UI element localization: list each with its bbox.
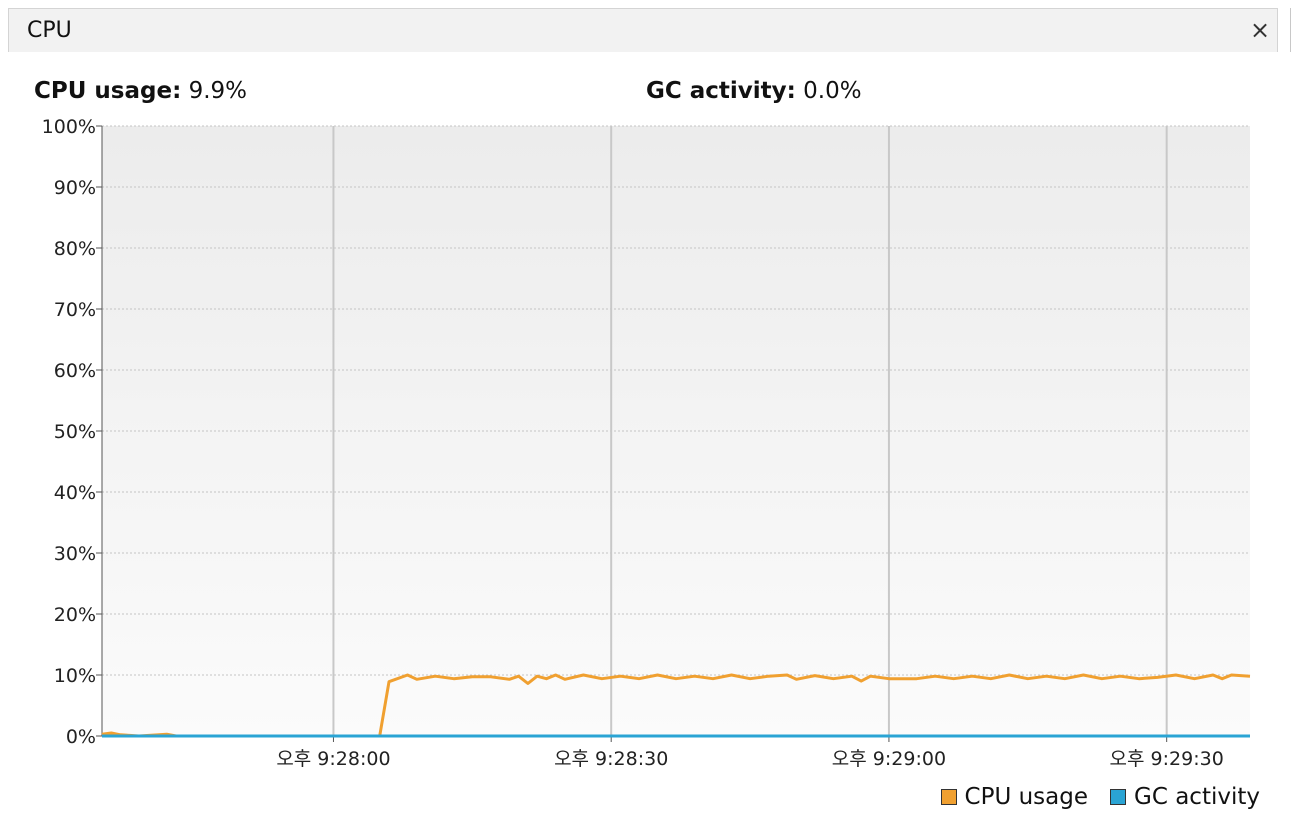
legend-item-cpu-usage: CPU usage: [940, 784, 1089, 810]
y-tick-label: 70%: [54, 299, 96, 321]
legend-swatch-gc-activity: [1110, 789, 1127, 805]
legend-item-gc-activity: GC activity: [1110, 784, 1260, 810]
chart-legend: CPU usage GC activity: [919, 784, 1260, 810]
y-tick-label: 100%: [42, 116, 96, 138]
y-tick-label: 60%: [54, 360, 96, 382]
cpu-usage-stat-label: CPU usage:: [34, 78, 182, 104]
gc-activity-stat: GC activity: 0.0%: [646, 78, 862, 104]
cpu-usage-stat-value: 9.9%: [188, 78, 248, 104]
x-tick-label: 오후 9:29:30: [1110, 748, 1224, 770]
y-tick-label: 30%: [54, 543, 96, 565]
gc-activity-stat-value: 0.0%: [803, 78, 862, 104]
y-tick-label: 50%: [54, 421, 96, 443]
y-tick-label: 80%: [54, 238, 96, 260]
x-tick-label: 오후 9:28:00: [276, 748, 390, 770]
legend-label-cpu-usage: CPU usage: [964, 784, 1089, 810]
tab-title: CPU: [27, 18, 72, 43]
legend-label-gc-activity: GC activity: [1134, 784, 1260, 810]
x-tick-label: 오후 9:28:30: [554, 748, 668, 770]
legend-swatch-cpu-usage: [940, 789, 957, 805]
y-tick-label: 20%: [54, 604, 96, 626]
tab-bar: CPU ×: [0, 0, 1296, 56]
cpu-usage-stat: CPU usage: 9.9%: [34, 78, 247, 104]
y-tick-label: 90%: [54, 177, 96, 199]
y-tick-label: 10%: [54, 665, 96, 687]
tab-cpu[interactable]: CPU ×: [8, 8, 1278, 52]
tab-divider: [1290, 8, 1291, 52]
cpu-usage-series-line: [101, 673, 1251, 738]
x-tick-label: 오후 9:29:00: [832, 748, 946, 770]
y-tick-label: 0%: [66, 726, 96, 748]
gc-activity-stat-label: GC activity:: [646, 78, 796, 104]
close-icon[interactable]: ×: [1249, 16, 1271, 44]
y-tick-label: 40%: [54, 482, 96, 504]
